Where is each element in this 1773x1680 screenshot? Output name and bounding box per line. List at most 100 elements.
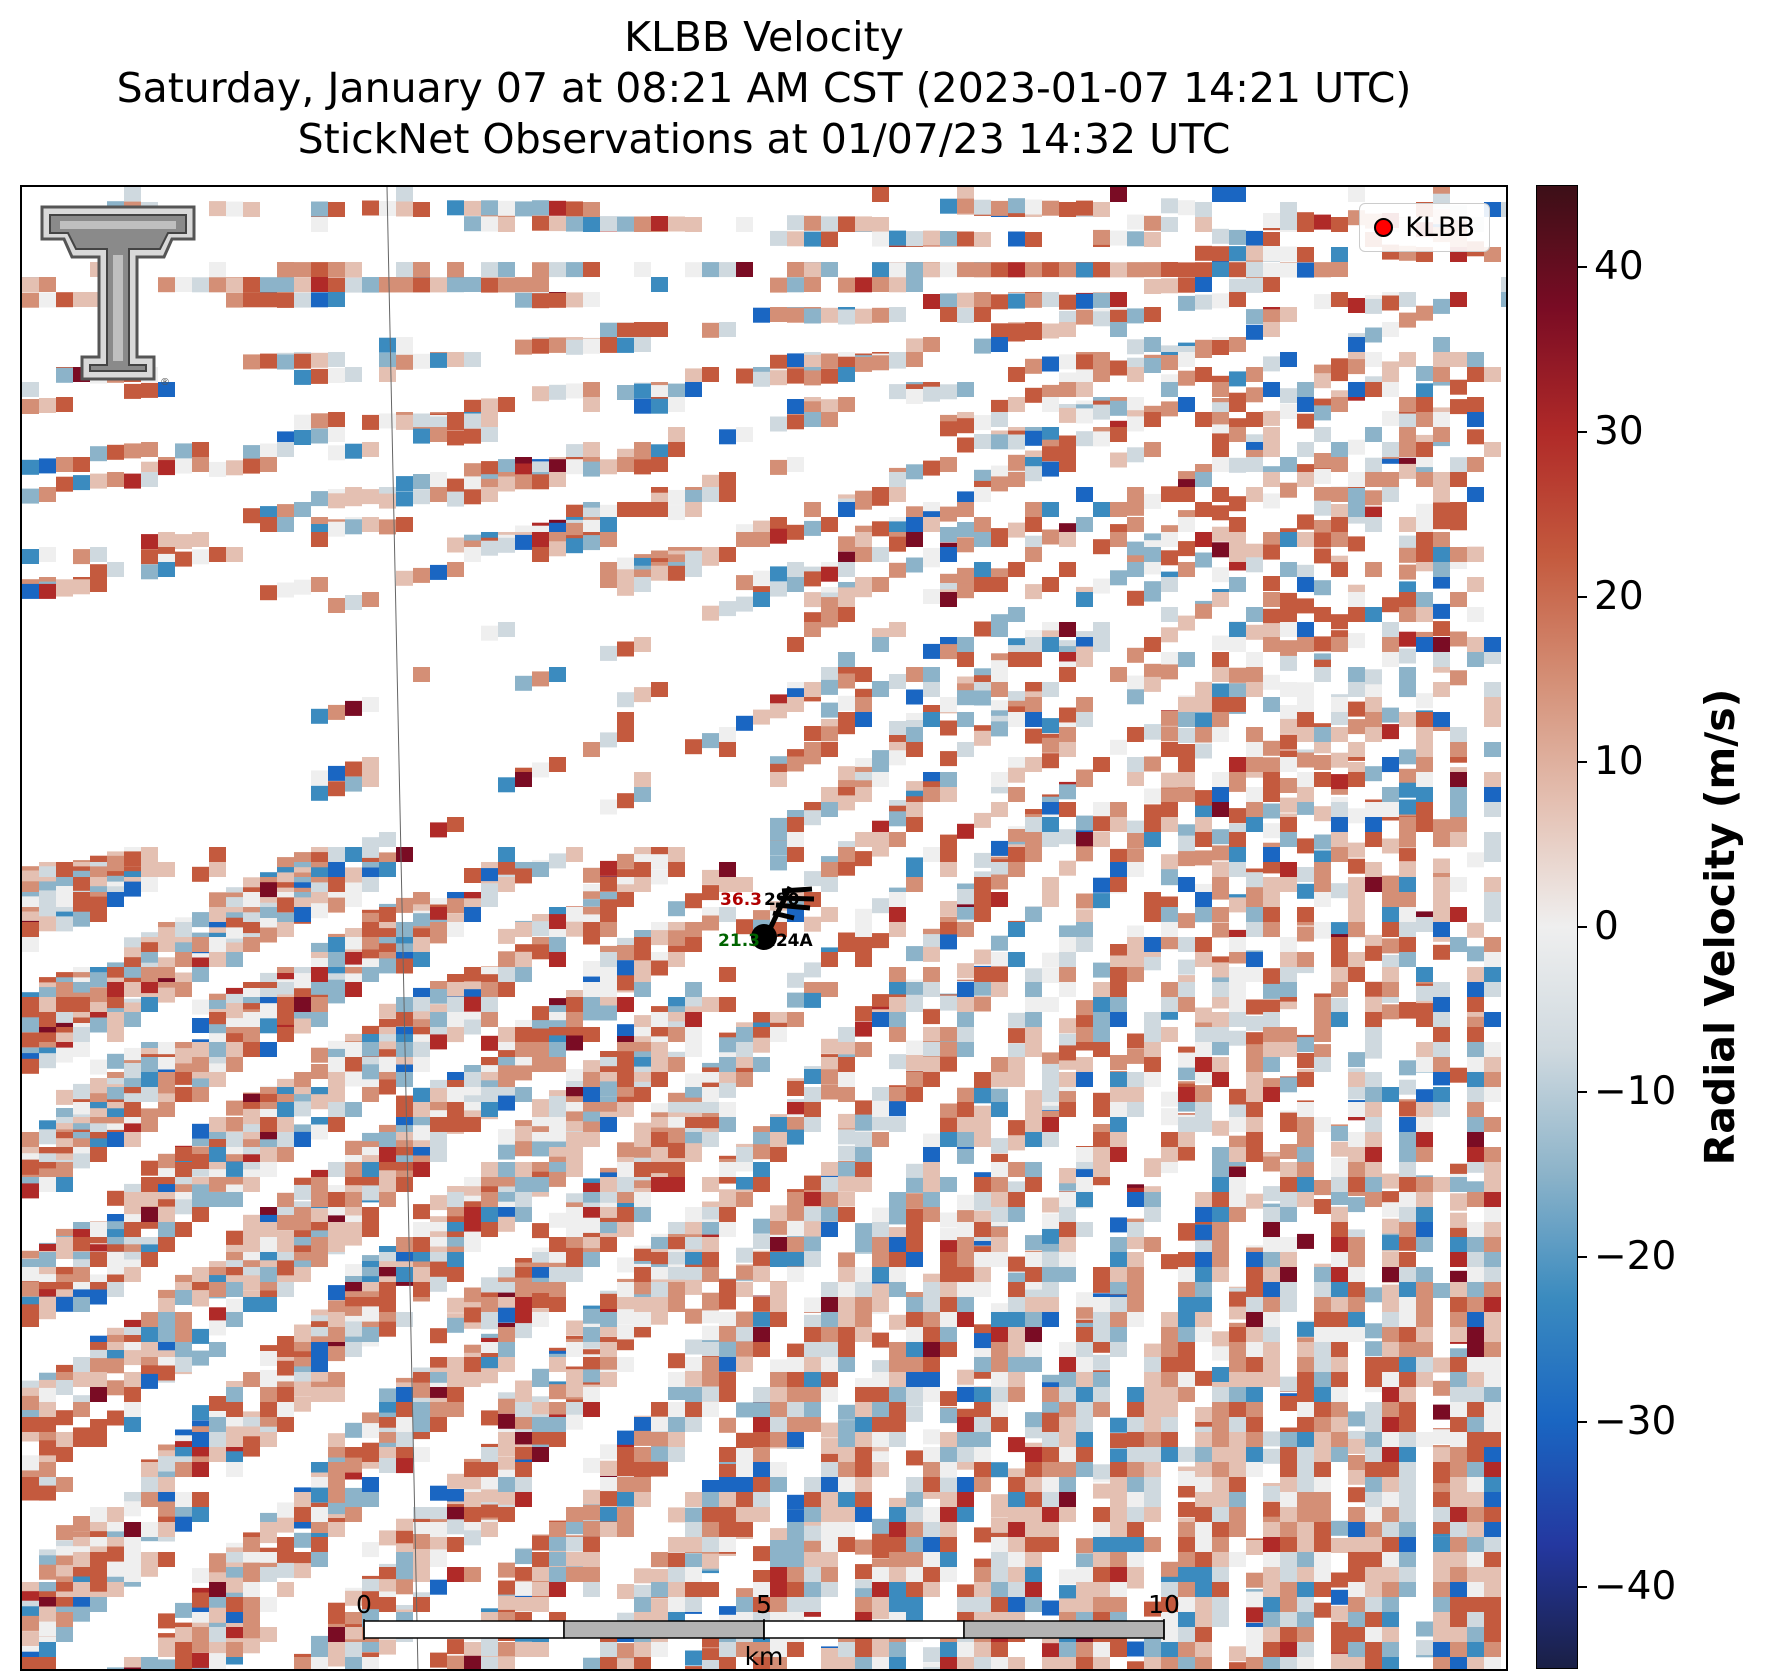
velocity-cell xyxy=(175,1072,192,1087)
velocity-cell xyxy=(1450,1212,1467,1228)
velocity-cell xyxy=(124,1102,141,1117)
velocity-cell xyxy=(1433,652,1450,667)
velocity-cell xyxy=(906,817,923,832)
velocity-cell xyxy=(1433,337,1450,352)
velocity-cell xyxy=(1127,862,1144,877)
velocity-cell xyxy=(362,277,379,293)
velocity-cell xyxy=(1229,1147,1246,1162)
velocity-cell xyxy=(872,217,889,232)
velocity-cell xyxy=(1399,1222,1416,1237)
velocity-cell xyxy=(73,1237,90,1252)
velocity-cell xyxy=(685,368,702,384)
velocity-cell xyxy=(532,200,549,216)
velocity-cell xyxy=(328,937,345,952)
velocity-cell xyxy=(1297,907,1314,922)
velocity-cell xyxy=(1263,877,1280,892)
velocity-cell xyxy=(804,215,821,231)
velocity-cell xyxy=(617,727,634,742)
velocity-cell xyxy=(107,472,124,487)
velocity-cell xyxy=(906,946,923,962)
velocity-cell xyxy=(1127,1297,1144,1312)
velocity-cell xyxy=(1484,1192,1501,1207)
velocity-cell xyxy=(872,521,889,537)
velocity-cell xyxy=(141,472,158,487)
radar-map[interactable]: ® 36.3 290 21.3 224A 0 5 10 k xyxy=(20,185,1508,1671)
velocity-cell xyxy=(957,537,974,553)
velocity-cell xyxy=(1348,1267,1365,1282)
velocity-cell xyxy=(243,937,260,952)
velocity-cell xyxy=(1416,532,1433,547)
velocity-cell xyxy=(107,1132,124,1147)
velocity-cell xyxy=(1280,817,1297,832)
velocity-cell xyxy=(1348,922,1365,937)
velocity-cell xyxy=(1212,1040,1229,1056)
velocity-cell xyxy=(600,799,617,815)
velocity-cell xyxy=(1246,412,1263,427)
velocity-cell xyxy=(260,1003,277,1019)
velocity-cell xyxy=(107,562,124,577)
velocity-cell xyxy=(1433,682,1450,697)
velocity-cell xyxy=(1382,1087,1399,1102)
velocity-cell xyxy=(1433,1283,1450,1298)
velocity-cell xyxy=(1093,997,1110,1012)
velocity-cell xyxy=(787,756,804,772)
velocity-cell xyxy=(1484,1057,1501,1072)
velocity-cell xyxy=(243,354,260,370)
velocity-cell xyxy=(260,517,277,532)
velocity-cell xyxy=(1433,1357,1450,1373)
velocity-cell xyxy=(1348,1177,1365,1192)
velocity-cell xyxy=(1399,1192,1416,1207)
velocity-cell xyxy=(1263,1087,1280,1102)
velocity-cell xyxy=(226,1312,243,1327)
velocity-cell xyxy=(1314,468,1331,484)
velocity-cell xyxy=(379,862,396,877)
velocity-cell xyxy=(923,847,940,862)
velocity-cell xyxy=(192,277,209,293)
velocity-cell xyxy=(906,1177,923,1193)
velocity-cell xyxy=(1348,1297,1365,1312)
velocity-cell xyxy=(1297,1177,1314,1192)
velocity-cell xyxy=(532,1293,549,1308)
velocity-cell xyxy=(1042,997,1059,1012)
velocity-cell xyxy=(634,577,651,592)
velocity-cell xyxy=(1246,543,1263,559)
velocity-cell xyxy=(736,919,753,935)
velocity-cell xyxy=(549,1282,566,1297)
velocity-cell xyxy=(1178,1145,1195,1161)
velocity-cell xyxy=(1127,1102,1144,1117)
velocity-cell xyxy=(328,1312,345,1327)
velocity-cell xyxy=(1229,757,1246,772)
velocity-cell xyxy=(549,384,566,400)
velocity-cell xyxy=(1246,802,1263,817)
velocity-cell xyxy=(1331,217,1348,232)
velocity-cell xyxy=(1127,771,1144,786)
velocity-cell xyxy=(328,412,345,427)
velocity-cell xyxy=(1314,892,1331,907)
velocity-cell xyxy=(362,1222,379,1237)
velocity-cell xyxy=(906,997,923,1012)
velocity-cell xyxy=(1212,993,1229,1009)
velocity-cell xyxy=(1433,1012,1450,1027)
velocity-cell xyxy=(73,1297,90,1312)
velocity-cell xyxy=(617,1072,634,1087)
velocity-cell xyxy=(804,520,821,536)
velocity-cell xyxy=(243,1297,260,1312)
velocity-cell xyxy=(702,474,719,490)
velocity-cell xyxy=(753,1177,770,1192)
velocity-cell xyxy=(481,1102,498,1117)
velocity-cell xyxy=(583,338,600,354)
velocity-cell xyxy=(1399,832,1416,847)
velocity-cell xyxy=(838,502,855,517)
velocity-cell xyxy=(991,1162,1008,1177)
velocity-cell xyxy=(1178,295,1195,311)
velocity-cell xyxy=(243,1042,260,1057)
velocity-cell xyxy=(141,1192,158,1207)
velocity-cell xyxy=(56,1047,73,1063)
velocity-cell xyxy=(1450,802,1467,817)
velocity-cell xyxy=(498,1027,515,1042)
velocity-cell xyxy=(90,564,107,580)
velocity-cell xyxy=(1144,817,1161,832)
velocity-cell xyxy=(651,444,668,460)
velocity-cell xyxy=(1433,877,1450,892)
velocity-cell xyxy=(1314,1297,1331,1312)
